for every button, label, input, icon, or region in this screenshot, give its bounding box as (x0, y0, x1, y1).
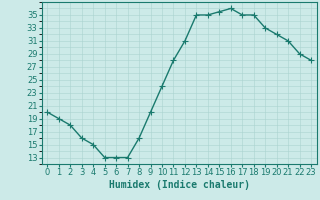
X-axis label: Humidex (Indice chaleur): Humidex (Indice chaleur) (109, 180, 250, 190)
